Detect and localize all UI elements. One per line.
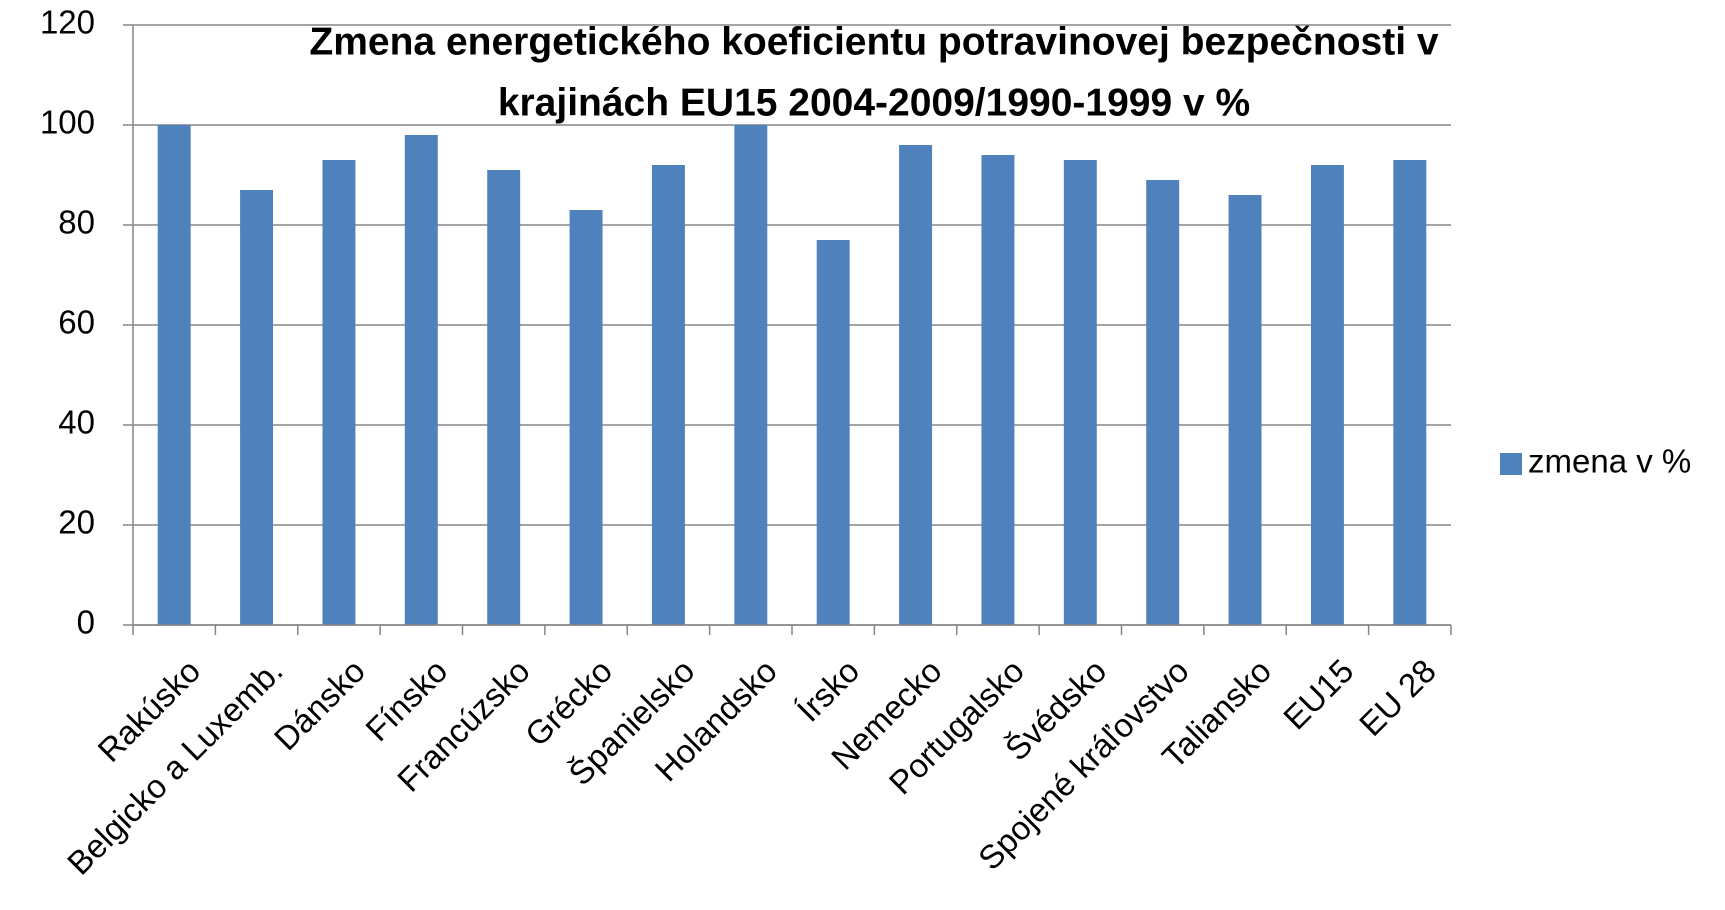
bar [240,190,274,625]
bar [816,240,850,625]
y-tick-label: 40 [58,404,95,441]
bar [1310,165,1344,625]
bar [1146,180,1180,625]
y-tick-label: 0 [77,604,95,641]
chart-title: Zmena energetického koeficientu potravin… [309,20,1438,63]
bar [569,210,603,625]
bar [651,165,685,625]
y-tick-label: 120 [40,4,95,41]
legend-label: zmena v % [1528,443,1691,480]
bar [1393,160,1427,625]
y-tick-label: 20 [58,504,95,541]
bar [899,145,933,625]
x-tick-label: Dánsko [267,652,372,757]
y-tick-label: 80 [58,204,95,241]
x-tick-label: Írsko [790,652,867,729]
y-tick-label: 100 [40,104,95,141]
bar [157,125,191,625]
bar [981,155,1015,625]
bar [1228,195,1262,625]
bar [487,170,521,625]
bar [734,125,768,625]
chart-title: krajinách EU15 2004-2009/1990-1999 v % [498,81,1250,124]
bar [1063,160,1097,625]
y-tick-label: 60 [58,304,95,341]
x-tick-label: EU 28 [1352,652,1443,743]
x-tick-label: EU15 [1276,652,1361,737]
bar [322,160,356,625]
legend-swatch [1500,453,1522,475]
bar [404,135,438,625]
